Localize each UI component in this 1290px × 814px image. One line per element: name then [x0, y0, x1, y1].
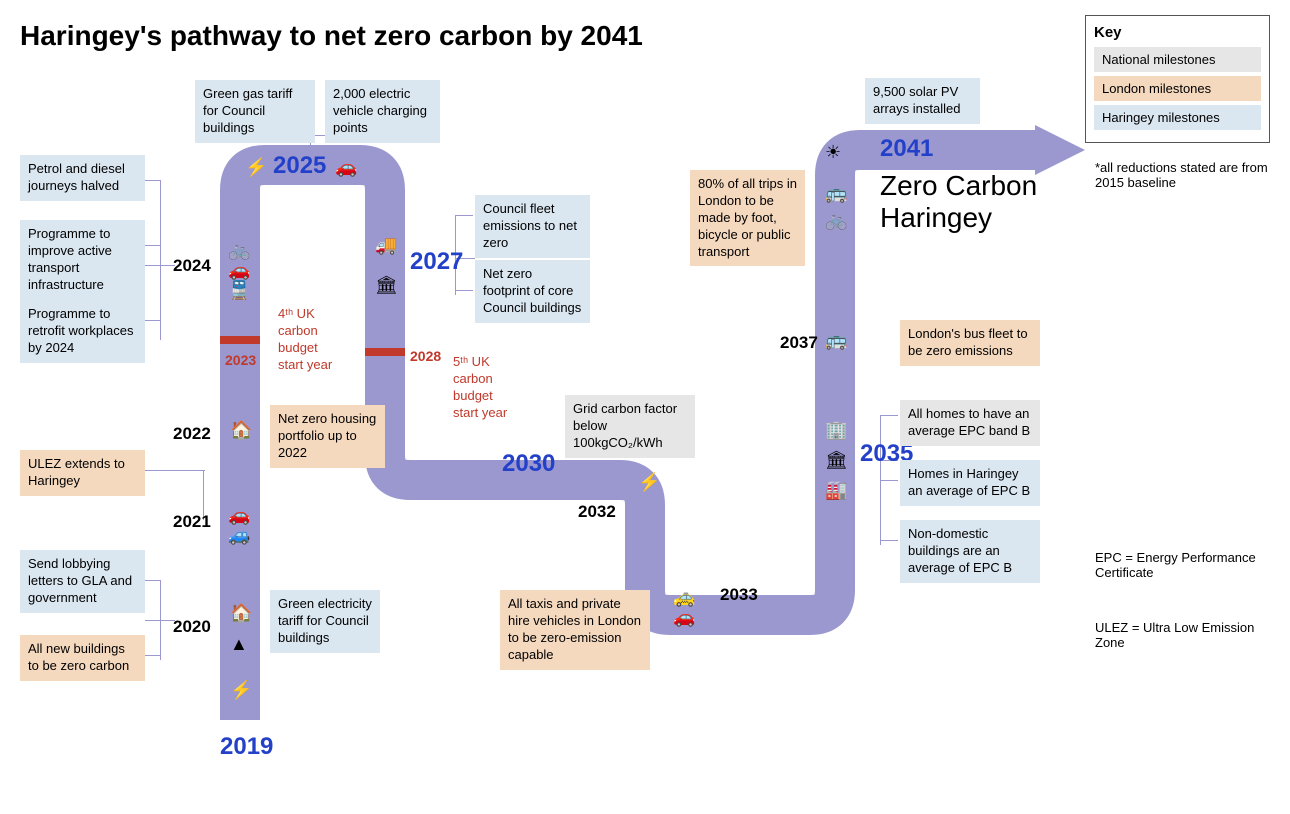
milestone-solar: 9,500 solar PV arrays installed: [865, 78, 980, 124]
building-icon: 🏛: [375, 275, 398, 296]
year-2019: 2019: [220, 733, 273, 761]
year-2024: 2024: [173, 256, 211, 276]
milestone-taxis: All taxis and private hire vehicles in L…: [500, 590, 650, 670]
ev-icon: 🚗: [335, 157, 357, 178]
milestone-ulez: ULEZ extends to Haringey: [20, 450, 145, 496]
milestone-new-buildings: All new buildings to be zero carbon: [20, 635, 145, 681]
taxi-icon: 🚕: [673, 587, 695, 608]
connector: [160, 580, 161, 660]
car-icon: 🚗: [228, 505, 250, 526]
truck-icon: 🚚: [375, 235, 397, 256]
year-2033: 2033: [720, 585, 758, 605]
car2-icon: 🚙: [228, 525, 250, 546]
milestone-fleet: Council fleet emissions to net zero: [475, 195, 590, 258]
year-2021: 2021: [173, 512, 211, 532]
connector: [145, 180, 160, 181]
connector: [880, 415, 898, 416]
milestone-green-gas: Green gas tariff for Council buildings: [195, 80, 315, 143]
pylon-icon: ⚡: [230, 680, 252, 701]
milestone-petrol-diesel: Petrol and diesel journeys halved: [20, 155, 145, 201]
milestone-ev-charging: 2,000 electric vehicle charging points: [325, 80, 440, 143]
building3-icon: 🏛: [825, 450, 848, 471]
home2-icon: 🏠: [230, 420, 252, 441]
connector: [145, 470, 205, 471]
factory-icon: 🏭: [825, 480, 847, 501]
train-icon: 🚆: [228, 280, 250, 301]
connector: [880, 480, 898, 481]
home-icon: 🏠: [230, 603, 252, 624]
connector: [880, 540, 898, 541]
bike-icon: 🚲: [228, 240, 250, 261]
milestone-budget5: 5ᵗʰ UK carbon budget start year: [445, 348, 525, 428]
milestone-active-transport: Programme to improve active transport in…: [20, 220, 145, 300]
bike2-icon: 🚲: [825, 210, 847, 231]
year-2030: 2030: [502, 450, 555, 478]
milestone-lobbying: Send lobbying letters to GLA and governm…: [20, 550, 145, 613]
bolt2-icon: ⚡: [638, 472, 660, 493]
year-2022: 2022: [173, 424, 211, 444]
zero-carbon-label: Zero Carbon Haringey: [880, 170, 1080, 234]
milestone-bus: London's bus fleet to be zero emissions: [900, 320, 1040, 366]
redbar-2023: [220, 336, 260, 344]
year-2025: 2025: [273, 152, 326, 180]
bus-icon: 🚌: [825, 330, 847, 351]
bolt-icon: ▲: [230, 634, 248, 655]
building2-icon: 🏢: [825, 420, 847, 441]
milestone-housing: Net zero housing portfolio up to 2022: [270, 405, 385, 468]
year-2028: 2028: [410, 348, 441, 364]
year-2023: 2023: [225, 352, 256, 368]
connector: [455, 215, 473, 216]
milestone-retrofit: Programme to retrofit workplaces by 2024: [20, 300, 145, 363]
year-2032: 2032: [578, 502, 616, 522]
connector: [145, 245, 160, 246]
redbar-2028: [365, 348, 405, 356]
milestone-core-buildings: Net zero footprint of core Council build…: [475, 260, 590, 323]
milestone-epc-nondom: Non-domestic buildings are an average of…: [900, 520, 1040, 583]
milestone-grid: Grid carbon factor below 100kgCO₂/kWh: [565, 395, 695, 458]
connector: [145, 655, 160, 656]
connector: [455, 290, 473, 291]
milestone-epc-haringey: Homes in Haringey an average of EPC B: [900, 460, 1040, 506]
car3-icon: 🚗: [228, 260, 250, 281]
year-2027: 2027: [410, 248, 463, 276]
power-icon: ⚡: [245, 157, 267, 178]
milestone-epc-homes: All homes to have an average EPC band B: [900, 400, 1040, 446]
car4-icon: 🚗: [673, 607, 695, 628]
milestone-budget4: 4ᵗʰ UK carbon budget start year: [270, 300, 345, 380]
bus2-icon: 🚌: [825, 183, 847, 204]
connector: [145, 580, 160, 581]
connector: [145, 320, 160, 321]
solar-icon: ☀: [825, 142, 841, 163]
year-2041: 2041: [880, 135, 933, 163]
year-2020: 2020: [173, 617, 211, 637]
connector: [160, 180, 161, 340]
milestone-trips: 80% of all trips in London to be made by…: [690, 170, 805, 266]
year-2037: 2037: [780, 333, 818, 353]
milestone-green-electricity: Green electricity tariff for Council bui…: [270, 590, 380, 653]
